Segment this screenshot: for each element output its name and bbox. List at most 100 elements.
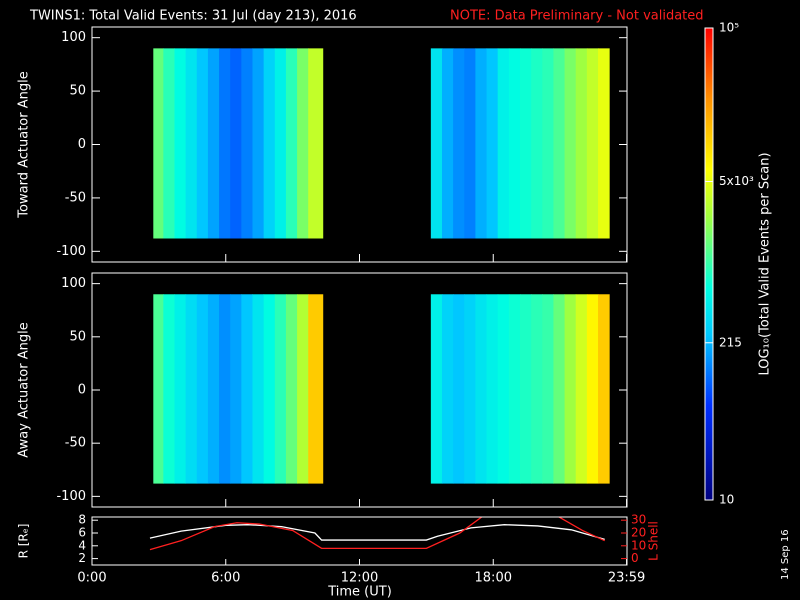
heat-cell — [263, 294, 276, 484]
heat-cell — [285, 294, 298, 484]
heat-cell — [497, 48, 510, 239]
y2-tick-label: 0 — [631, 551, 639, 565]
heat-cell — [207, 48, 220, 239]
heat-cell — [598, 294, 610, 484]
heat-cell — [196, 48, 209, 239]
y-tick-label: -100 — [56, 489, 86, 504]
heat-cell — [274, 48, 287, 239]
y-axis-label: R [Rₑ] — [17, 524, 31, 559]
x-tick-label: 23:59 — [608, 571, 645, 586]
x-tick-label: 6:00 — [211, 571, 240, 586]
colorbar-label: LOG₁₀(Total Valid Events per Scan) — [758, 152, 773, 375]
x-tick-label: 12:00 — [341, 571, 378, 586]
y2-axis-label: L Shell — [647, 521, 661, 561]
heat-cell — [520, 294, 532, 484]
heat-cell — [153, 48, 164, 239]
heat-cell — [219, 48, 231, 239]
y2-tick-label: 30 — [631, 513, 646, 527]
heat-cell — [174, 48, 187, 239]
heat-cell — [196, 294, 209, 484]
heat-cell — [285, 48, 298, 239]
heat-cell — [153, 294, 164, 484]
y-tick-label: 100 — [61, 30, 86, 45]
heat-cell — [553, 294, 566, 484]
heat-cell — [542, 294, 554, 484]
heat-cell — [508, 48, 521, 239]
y-tick-label: 50 — [69, 329, 86, 344]
y-axis-label: Away Actuator Angle — [17, 322, 32, 457]
heat-cell — [185, 48, 198, 239]
chart-title: TWINS1: Total Valid Events: 31 Jul (day … — [29, 9, 357, 24]
heat-cell — [207, 294, 220, 484]
heat-cell — [230, 294, 242, 484]
colorbar-tick-label: 10⁵ — [719, 21, 739, 35]
orbit-line — [149, 517, 605, 551]
y-tick-label: -100 — [56, 244, 86, 259]
colorbar — [704, 27, 714, 501]
heat-cell — [464, 48, 476, 239]
heat-cell — [497, 294, 510, 484]
heat-cell — [252, 294, 265, 484]
x-axis-label: Time (UT) — [327, 585, 392, 600]
y2-tick-label: 10 — [631, 538, 646, 552]
heat-cell — [230, 48, 242, 239]
note: NOTE: Data Preliminary - Not validated — [450, 9, 704, 24]
heat-cell — [564, 294, 577, 484]
heat-cell — [219, 294, 231, 484]
x-tick-label: 18:00 — [475, 571, 512, 586]
y-tick-label: 6 — [78, 526, 86, 540]
y-tick-label: 50 — [69, 84, 86, 99]
colorbar-tick-label: 10 — [719, 493, 734, 507]
y-tick-label: -50 — [65, 436, 86, 451]
heat-cell — [475, 294, 488, 484]
heat-cell — [575, 294, 588, 484]
heat-cell — [531, 48, 543, 239]
heat-cell — [174, 294, 187, 484]
heat-cell — [308, 48, 324, 239]
heat-cell — [297, 294, 309, 484]
heat-cell — [486, 48, 499, 239]
y-tick-label: 8 — [78, 513, 86, 527]
heat-cell — [297, 48, 309, 239]
colorbar-tick-label: 215 — [719, 335, 742, 349]
y-axis-label: Toward Actuator Angle — [17, 71, 32, 218]
heat-cell — [564, 48, 577, 239]
panel-frame — [91, 516, 628, 566]
heat-cell — [531, 294, 543, 484]
heat-cell — [274, 294, 287, 484]
heat-cell — [464, 294, 476, 484]
heat-cell — [252, 48, 265, 239]
heat-cell — [263, 48, 276, 239]
y-tick-label: 0 — [78, 383, 86, 398]
heat-cell — [542, 48, 554, 239]
heat-cell — [430, 48, 443, 239]
colorbar-tick-label: 5x10³ — [719, 174, 754, 188]
x-tick-label: 0:00 — [77, 571, 106, 586]
heat-cell — [430, 294, 443, 484]
y-tick-label: 0 — [78, 137, 86, 152]
heat-cell — [441, 48, 454, 239]
heat-cell — [520, 48, 532, 239]
heat-cell — [453, 48, 465, 239]
heat-cell — [308, 294, 324, 484]
orbit-line — [149, 524, 605, 541]
heat-cell — [241, 48, 253, 239]
heat-cell — [598, 48, 610, 239]
y-tick-label: 4 — [78, 538, 86, 552]
heat-cell — [553, 48, 566, 239]
y-tick-label: -50 — [65, 190, 86, 205]
heat-cell — [453, 294, 465, 484]
heat-cell — [586, 294, 599, 484]
heat-cell — [441, 294, 454, 484]
heat-cell — [486, 294, 499, 484]
heat-cell — [185, 294, 198, 484]
heat-cell — [586, 48, 599, 239]
y2-tick-label: 20 — [631, 526, 646, 540]
heat-cell — [241, 294, 253, 484]
y-tick-label: 100 — [61, 276, 86, 291]
date-stamp: 14 Sep 16 — [780, 529, 791, 580]
heat-cell — [475, 48, 488, 239]
heat-cell — [575, 48, 588, 239]
heat-cell — [163, 294, 175, 484]
